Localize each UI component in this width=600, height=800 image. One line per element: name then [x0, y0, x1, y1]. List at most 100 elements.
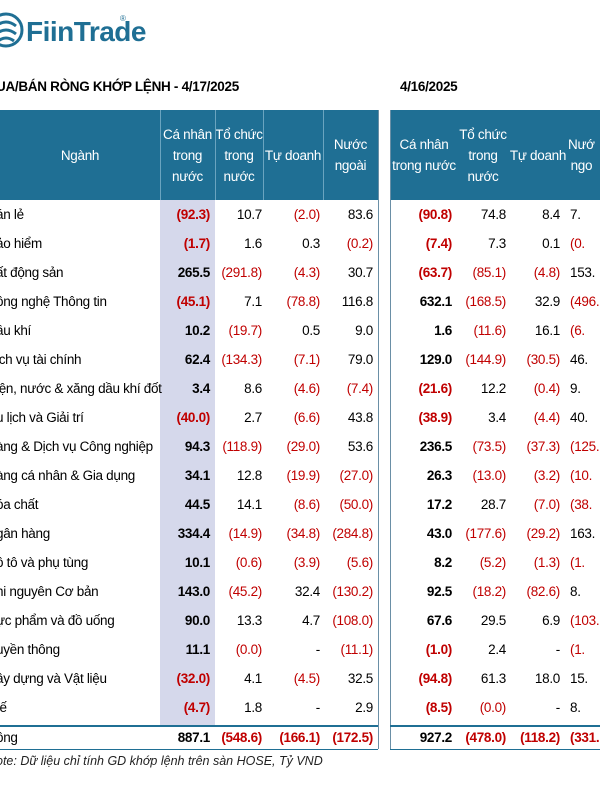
institution-prev-value: (13.0) — [472, 468, 507, 483]
table-row: ịch vụ tài chính 62.4 (134.3) (7.1) 79.0 129.… — [0, 345, 600, 374]
individual-prev-value: 17.2 — [426, 497, 452, 512]
proprietary-prev-value: 32.9 — [534, 294, 560, 309]
institution-value: 13.3 — [236, 613, 262, 628]
individual-value: (32.0) — [176, 671, 211, 686]
institution-prev-value: 74.8 — [480, 207, 506, 222]
individual-value: 44.5 — [184, 497, 210, 512]
proprietary-prev-value: (0.4) — [533, 381, 561, 396]
proprietary-prev-value: 16.1 — [534, 323, 560, 338]
individual-prev-value: (21.6) — [418, 381, 453, 396]
foreign-prev-value: 46. — [570, 352, 588, 367]
institution-value: 2.7 — [244, 410, 262, 425]
foreign-prev-value: (10. — [570, 468, 593, 483]
header-left: Ngành Cá nhân trong nước Tổ chức trong n… — [0, 110, 378, 200]
institution-prev-value: (18.2) — [472, 584, 507, 599]
table-row: hi nguyên Cơ bản 143.0 (45.2) 32.4 (130.2) 92… — [0, 577, 600, 606]
sector-name: óa chất — [0, 497, 39, 512]
institution-prev-value: 28.7 — [480, 497, 506, 512]
foreign-prev-value: (6. — [570, 323, 585, 338]
institution-prev-value: (11.6) — [473, 323, 507, 338]
individual-prev-value: (8.5) — [425, 700, 453, 715]
proprietary-prev-value: - — [555, 642, 561, 657]
individual-value: 3.4 — [192, 381, 210, 396]
individual-prev-value: 129.0 — [419, 352, 453, 367]
sector-name: ất động sản — [0, 265, 64, 280]
proprietary-value: (29.0) — [286, 439, 321, 454]
institution-value: (19.7) — [228, 323, 263, 338]
institution-prev-value: (85.1) — [472, 265, 507, 280]
institution-value: 8.6 — [244, 381, 262, 396]
institution-prev-value: 29.5 — [480, 613, 506, 628]
foreign-prev-value: 7. — [570, 207, 581, 222]
foreign-value: 30.7 — [347, 265, 373, 280]
sector-name: ảo hiểm — [0, 236, 42, 251]
logo-mark-icon — [0, 12, 24, 48]
individual-value: 94.3 — [184, 439, 210, 454]
proprietary-value: (7.1) — [293, 352, 321, 367]
table-row: àng & Dịch vụ Công nghiệp 94.3 (118.9) (29.… — [0, 432, 600, 461]
foreign-value: (108.0) — [332, 613, 373, 628]
proprietary-value: 4.7 — [302, 613, 320, 628]
institution-prev-value: 12.2 — [480, 381, 506, 396]
proprietary-prev-value: (37.3) — [526, 439, 561, 454]
proprietary-value: (4.3) — [293, 265, 321, 280]
institution-value: (0.6) — [235, 555, 263, 570]
individual-value: 10.2 — [184, 323, 210, 338]
table-row: óa chất 44.5 14.1 (8.6) (50.0) 17.2 28.7 (7.0) (… — [0, 490, 600, 519]
institution-prev-value: (5.2) — [479, 555, 507, 570]
proprietary-value: - — [315, 642, 321, 657]
individual-prev-value: (1.0) — [425, 642, 453, 657]
individual-value: (45.1) — [176, 294, 211, 309]
foreign-value: 9.0 — [355, 323, 373, 338]
individual-value: (40.0) — [176, 410, 211, 425]
foreign-value: 2.9 — [355, 700, 373, 715]
individual-value: 90.0 — [184, 613, 210, 628]
foreign-value: (7.4) — [346, 381, 374, 396]
individual-prev-value: (38.9) — [418, 410, 453, 425]
foreign-value: 32.5 — [347, 671, 373, 686]
sector-name: gân hàng — [0, 526, 50, 541]
proprietary-value: (6.6) — [293, 410, 321, 425]
proprietary-prev-value: (82.6) — [526, 584, 561, 599]
individual-prev-value: 236.5 — [419, 439, 453, 454]
institution-value: 12.8 — [236, 468, 262, 483]
proprietary-value: - — [315, 700, 321, 715]
proprietary-value: (166.1) — [279, 730, 320, 745]
proprietary-prev-value: (4.4) — [533, 410, 561, 425]
foreign-prev-value: 163. — [570, 526, 596, 541]
foreign-prev-value: 9. — [570, 381, 581, 396]
sector-name: ây dựng và Vật liệu — [0, 671, 107, 686]
sector-name: uyền thông — [0, 642, 60, 657]
registered-mark: ® — [120, 14, 126, 23]
individual-value: 11.1 — [185, 642, 211, 657]
individual-value: (1.7) — [183, 236, 211, 251]
institution-value: 1.6 — [244, 236, 262, 251]
individual-value: 10.1 — [184, 555, 210, 570]
sector-name: ông nghệ Thông tin — [0, 294, 107, 309]
table-row: ông nghệ Thông tin (45.1) 7.1 (78.8) 116.8 63… — [0, 287, 600, 316]
table-row: ầu khí 10.2 (19.7) 0.5 9.0 1.6 (11.6) 16.1 (6. — [0, 316, 600, 345]
institution-prev-value: (0.0) — [479, 700, 507, 715]
institution-prev-value: 3.4 — [488, 410, 506, 425]
individual-value: 265.5 — [177, 265, 211, 280]
foreign-value: (284.8) — [332, 526, 373, 541]
sector-name: tế — [0, 700, 7, 715]
foreign-prev-value: 15. — [570, 671, 588, 686]
proprietary-prev-value: 6.9 — [542, 613, 560, 628]
individual-value: 34.1 — [184, 468, 210, 483]
individual-value: (92.3) — [176, 207, 211, 222]
institution-prev-value: (168.5) — [465, 294, 506, 309]
total-rule-right — [390, 725, 600, 727]
individual-prev-value: 927.2 — [419, 730, 453, 745]
proprietary-value: (8.6) — [293, 497, 321, 512]
institution-value: 10.7 — [236, 207, 262, 222]
foreign-value: (11.1) — [340, 642, 374, 657]
proprietary-prev-value: (7.0) — [533, 497, 561, 512]
proprietary-prev-value: (29.2) — [526, 526, 561, 541]
table-row: ô tô và phụ tùng 10.1 (0.6) (3.9) (5.6) 8.2 (5… — [0, 548, 600, 577]
institution-prev-value: (144.9) — [465, 352, 506, 367]
institution-value: (14.9) — [228, 526, 263, 541]
proprietary-prev-value: (3.2) — [533, 468, 561, 483]
header-individual-r: Cá nhân trong nước — [392, 137, 456, 173]
foreign-prev-value: 40. — [570, 410, 588, 425]
